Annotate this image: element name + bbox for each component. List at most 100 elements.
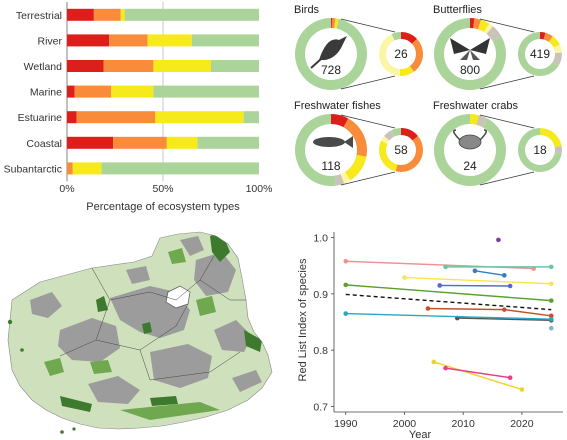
small-donut-count: 18: [533, 143, 547, 157]
small-donut-slice-gray: [554, 145, 562, 155]
rli-series-line: [345, 284, 552, 302]
donut-panel: Freshwater crabs 24 18: [433, 100, 562, 186]
crab-claws: [453, 129, 487, 141]
line-x-tick-label: 1990: [334, 418, 358, 430]
bar-segment-green: [153, 85, 259, 98]
bird-body: [319, 36, 347, 60]
bar-segment-yellow: [111, 85, 154, 98]
rli-series: [343, 282, 554, 303]
line-x-tick-label: 2000: [393, 418, 417, 430]
rli-point: [425, 306, 431, 311]
rli-series-line: [427, 307, 552, 317]
rli-series-line: [445, 367, 511, 379]
bar-segment-orange: [103, 60, 154, 72]
rli-series: [443, 365, 513, 380]
bar-segment-yellow: [120, 8, 125, 21]
bar-segment-green: [197, 136, 259, 149]
fish-body: [313, 137, 345, 147]
bar-segment-green: [243, 111, 259, 124]
small-donut-slice-orange: [409, 38, 424, 72]
big-donut-slice-yellow: [470, 113, 479, 125]
big-donut-slice-orange: [473, 18, 482, 30]
zoom-connector: [479, 18, 535, 90]
big-donut-slice-lightyellow: [340, 171, 351, 184]
bar-segment-red: [67, 8, 94, 21]
rli-point: [548, 264, 554, 270]
rli-point: [548, 281, 554, 287]
bar-segment-orange: [93, 8, 121, 21]
rli-point: [443, 264, 448, 270]
map-islands: [7, 319, 76, 434]
small-donut-slice-green: [518, 32, 559, 76]
rli-point: [343, 282, 349, 288]
crab-body: [458, 134, 482, 150]
bar-category-label: Marine: [30, 87, 62, 99]
big-donut-count: 24: [463, 159, 477, 173]
big-donut-slice-gray: [486, 26, 502, 42]
small-donut-slice-yellow: [379, 140, 398, 172]
rli-series: [343, 258, 536, 271]
bar-x-tick-label: 50%: [152, 183, 173, 195]
donut-title: Freshwater crabs: [433, 100, 518, 112]
rli-series-line: [345, 312, 552, 320]
big-donut-slice-yellow: [478, 19, 490, 33]
map-province-borders: [59, 255, 246, 381]
small-donut-slice-gray: [384, 130, 395, 141]
zoom-connector: [340, 18, 396, 90]
bar-category-label: River: [37, 35, 62, 47]
donut-panel: Freshwater fishes 118 58: [294, 100, 424, 186]
rli-point: [437, 283, 442, 288]
bar-segment-green: [211, 60, 259, 72]
bar-segment-orange: [74, 85, 112, 98]
big-donut-slice-orange: [343, 118, 367, 157]
line-y-tick-label: 0.9: [313, 289, 328, 301]
rli-point: [501, 307, 507, 312]
big-donut-slice-orange: [331, 18, 336, 29]
small-donut-slice-yellow: [540, 128, 562, 148]
bar-segment-yellow: [72, 162, 102, 175]
species-donut-charts: Birds 728 26 Butterflies 800 419 Freshwater fi…: [294, 4, 562, 186]
bar-category-label: Wetland: [24, 61, 62, 73]
rli-series: [343, 311, 554, 322]
bar-segment-orange: [76, 111, 156, 124]
bar-category-label: Terrestrial: [16, 10, 62, 22]
rli-point: [343, 258, 349, 264]
donut-panel: Butterflies 800 419: [433, 4, 562, 90]
big-donut-count: 800: [460, 63, 480, 77]
bar-segment-green: [191, 34, 259, 47]
donut-title: Butterflies: [433, 4, 482, 16]
bar-segment-red: [67, 60, 104, 72]
bar-segment-orange: [109, 34, 148, 47]
bar-x-axis-label: Percentage of ecosystem types: [86, 201, 240, 213]
butterfly-wing-left: [450, 38, 470, 54]
small-donut-slice-red: [401, 32, 418, 44]
small-donut-count: 26: [394, 47, 408, 61]
small-donut-count: 419: [530, 47, 550, 61]
map-ecosystem-patches: [30, 232, 262, 420]
rli-point: [507, 283, 513, 289]
rli-series: [443, 264, 554, 270]
rli-series-line: [474, 270, 505, 277]
big-donut-count: 728: [321, 63, 341, 77]
rli-point: [431, 359, 437, 365]
ecosystem-protection-map: [7, 231, 273, 434]
bar-category-label: Coastal: [26, 138, 62, 150]
zoom-connector: [479, 114, 535, 186]
rli-series: [402, 275, 554, 287]
line-x-tick-label: 2020: [510, 418, 534, 430]
donut-title: Freshwater fishes: [294, 100, 381, 112]
rli-point: [443, 365, 448, 371]
small-donut-slice-yellow: [548, 36, 560, 48]
small-donut-slice-lightyellow: [553, 44, 562, 54]
bar-segment-yellow: [166, 136, 198, 149]
small-donut-slice-green: [518, 128, 562, 172]
bar-segment-yellow: [153, 60, 211, 72]
ecosystem-bar-chart: Terrestrial River Wetland Marine Estuarine Co…: [4, 2, 272, 213]
small-donut-slice-red: [540, 32, 546, 40]
rli-point: [507, 375, 513, 380]
big-donut-slice-green: [295, 114, 336, 186]
rli-series-line: [404, 276, 552, 285]
small-donut-slice-lightyellow: [381, 135, 390, 144]
bar-segment-yellow: [155, 111, 244, 124]
